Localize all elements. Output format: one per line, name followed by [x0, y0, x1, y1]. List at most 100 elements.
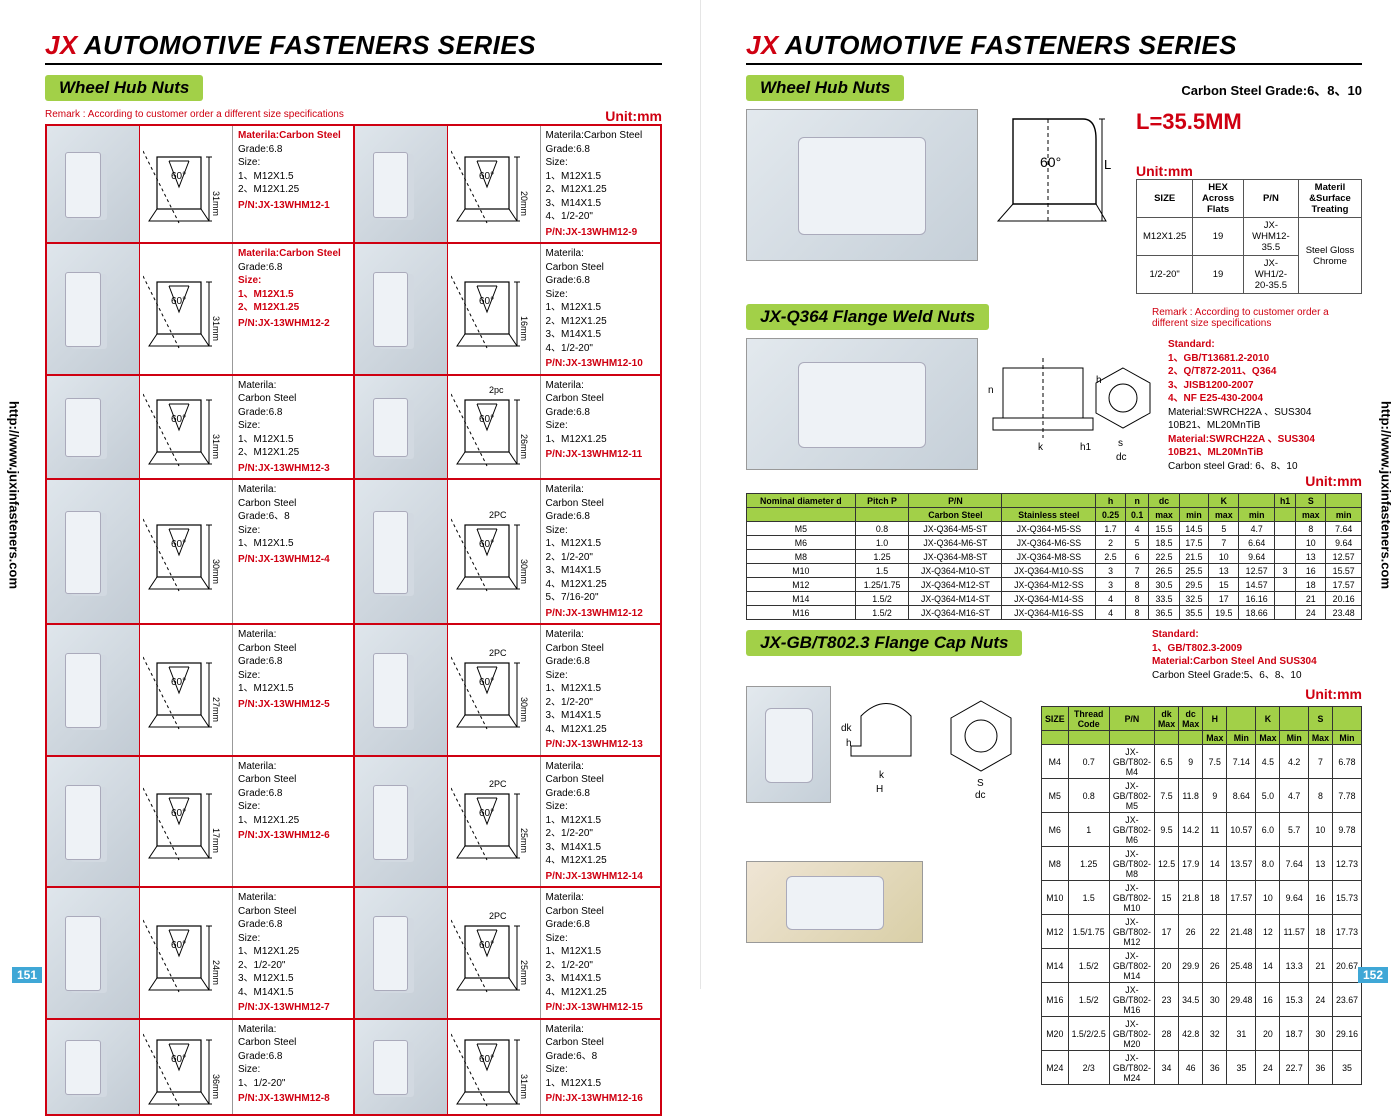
- q364-table: Nominal diameter dPitch PP/NhndcKh1SCarb…: [746, 493, 1362, 620]
- catalog-item: 60° 31mm Materila:Carbon Steel Grade:6.8…: [46, 243, 354, 375]
- svg-text:dk: dk: [841, 723, 853, 734]
- whn-table: SIZEHEX Across FlatsP/NMateril &Surface …: [1136, 179, 1362, 294]
- side-url-left: http://www.juxinfasteners.com: [7, 400, 22, 588]
- svg-text:2PC: 2PC: [489, 510, 507, 520]
- product-diagram: 2PC 60° 25mm: [448, 757, 541, 887]
- product-diagram: 60° 36mm: [140, 1020, 233, 1114]
- catalog-item: 2PC 60° 30mm Materila:Carbon Steel Grade…: [354, 624, 662, 756]
- remark-left: Remark : According to customer order a d…: [45, 109, 344, 120]
- product-text: Materila:Carbon Steel Grade:6.8 Size: 1、…: [541, 625, 661, 755]
- svg-text:H: H: [876, 784, 883, 795]
- product-diagram: 2pc 60° 26mm: [448, 376, 541, 479]
- svg-text:31mm: 31mm: [211, 434, 221, 459]
- product-diagram: 2PC 60° 25mm: [448, 888, 541, 1018]
- q364-product-photo: [746, 338, 978, 470]
- product-diagram: 60° 31mm: [140, 126, 233, 242]
- svg-text:k: k: [1038, 442, 1044, 453]
- svg-text:24mm: 24mm: [211, 960, 221, 985]
- product-diagram: 60° 31mm: [140, 244, 233, 374]
- product-photo: [47, 625, 140, 755]
- product-photo: [355, 244, 448, 374]
- svg-text:60°: 60°: [171, 171, 186, 182]
- section-t802: JX-GB/T802.3 Flange Cap Nuts: [746, 630, 1022, 656]
- svg-text:60°: 60°: [171, 940, 186, 951]
- product-text: Materila:Carbon Steel Grade:6.8 Size: 1、…: [541, 757, 661, 887]
- svg-text:60°: 60°: [479, 171, 494, 182]
- product-photo: [47, 244, 140, 374]
- product-text: Materila:Carbon Steel Grade:6.8 Size: 1、…: [233, 376, 353, 479]
- product-text: Materila:Carbon Steel Grade:6.8 Size: 1、…: [233, 126, 353, 242]
- t802-product-photo: [746, 686, 831, 803]
- svg-text:2pc: 2pc: [489, 385, 504, 395]
- svg-text:n: n: [988, 385, 994, 396]
- svg-text:60°: 60°: [479, 940, 494, 951]
- unit-q364: Unit:mm: [746, 473, 1362, 489]
- product-photo: [47, 757, 140, 887]
- svg-text:60°: 60°: [171, 539, 186, 550]
- whn-grade: Carbon Steel Grade:6、8、10: [1181, 80, 1362, 99]
- svg-text:60°: 60°: [171, 296, 186, 307]
- catalog-item: 60° 17mm Materila:Carbon Steel Grade:6.8…: [46, 756, 354, 888]
- svg-text:17mm: 17mm: [211, 828, 221, 853]
- svg-text:26mm: 26mm: [519, 434, 529, 459]
- product-photo: [47, 126, 140, 242]
- svg-text:31mm: 31mm: [211, 316, 221, 341]
- catalog-item: 2PC 60° 25mm Materila:Carbon Steel Grade…: [354, 756, 662, 888]
- catalog-item: 60° 31mm Materila:Carbon Steel Grade:6、8…: [354, 1019, 662, 1115]
- brand-logo: JX: [45, 30, 78, 61]
- page-title-left: JX AUTOMOTIVE FASTENERS SERIES: [45, 30, 662, 61]
- svg-text:16mm: 16mm: [519, 316, 529, 341]
- catalog-item: 2PC 60° 30mm Materila:Carbon Steel Grade…: [354, 479, 662, 624]
- product-diagram: 2PC 60° 30mm: [448, 625, 541, 755]
- catalog-item: 60° 24mm Materila:Carbon Steel Grade:6.8…: [46, 887, 354, 1019]
- unit-whn: Unit:mm: [1136, 163, 1362, 179]
- product-text: Materila:Carbon Steel Grade:6.8 Size: 1、…: [233, 244, 353, 374]
- product-text: Materila:Carbon Steel Grade:6.8 Size: 1、…: [541, 126, 661, 242]
- product-text: Materila:Carbon Steel Grade:6、8 Size: 1、…: [541, 1020, 661, 1114]
- product-photo: [355, 1020, 448, 1114]
- catalog-item: 60° 16mm Materila:Carbon Steel Grade:6.8…: [354, 243, 662, 375]
- svg-text:60°: 60°: [171, 1054, 186, 1065]
- product-photo: [355, 376, 448, 479]
- product-diagram: 60° 17mm: [140, 757, 233, 887]
- product-photo: [355, 625, 448, 755]
- catalog-item: 2pc 60° 26mm Materila:Carbon Steel Grade…: [354, 375, 662, 480]
- section-wheel-hub-nuts: Wheel Hub Nuts: [45, 75, 203, 101]
- svg-text:s: s: [1118, 438, 1123, 449]
- unit-left: Unit:mm: [605, 108, 662, 124]
- product-diagram: 60° 24mm: [140, 888, 233, 1018]
- svg-text:h: h: [846, 738, 852, 749]
- product-photo: [355, 757, 448, 887]
- title-rule-2: [746, 63, 1362, 65]
- svg-text:25mm: 25mm: [519, 828, 529, 853]
- page-number-right: 152: [1358, 967, 1388, 983]
- svg-text:60°: 60°: [479, 539, 494, 550]
- catalog-grid: 60° 31mm Materila:Carbon Steel Grade:6.8…: [45, 124, 662, 1116]
- side-url-right: http://www.juxinfasteners.com: [1378, 400, 1393, 588]
- product-photo: [47, 376, 140, 479]
- svg-text:60°: 60°: [479, 808, 494, 819]
- t802-product-photo-2: [746, 861, 923, 943]
- svg-text:S: S: [977, 778, 984, 789]
- page-right: http://www.juxinfasteners.com JX AUTOMOT…: [700, 0, 1400, 989]
- catalog-item: 60° 30mm Materila:Carbon Steel Grade:6、8…: [46, 479, 354, 624]
- catalog-item: 60° 36mm Materila:Carbon Steel Grade:6.8…: [46, 1019, 354, 1115]
- q364-spec: Standard: 1、GB/T13681.2-20102、Q/T872-201…: [1168, 338, 1348, 473]
- svg-text:27mm: 27mm: [211, 697, 221, 722]
- svg-text:dc: dc: [975, 790, 986, 801]
- product-diagram: 60° 31mm: [448, 1020, 541, 1114]
- product-photo: [47, 480, 140, 623]
- product-text: Materila:Carbon Steel Grade:6.8 Size: 1、…: [233, 1020, 353, 1114]
- product-diagram: 60° 30mm: [140, 480, 233, 623]
- unit-t802: Unit:mm: [1041, 686, 1362, 702]
- svg-text:60°: 60°: [479, 296, 494, 307]
- svg-text:2PC: 2PC: [489, 648, 507, 658]
- svg-text:60°: 60°: [171, 808, 186, 819]
- svg-text:60°: 60°: [1040, 154, 1061, 170]
- product-text: Materila:Carbon Steel Grade:6.8 Size: 1、…: [541, 888, 661, 1018]
- product-photo: [47, 1020, 140, 1114]
- header-text: AUTOMOTIVE FASTENERS SERIES: [84, 30, 536, 61]
- whn-product-photo: [746, 109, 978, 261]
- section-q364: JX-Q364 Flange Weld Nuts: [746, 304, 989, 330]
- catalog-spread: http://www.juxinfasteners.com JX AUTOMOT…: [0, 0, 1400, 989]
